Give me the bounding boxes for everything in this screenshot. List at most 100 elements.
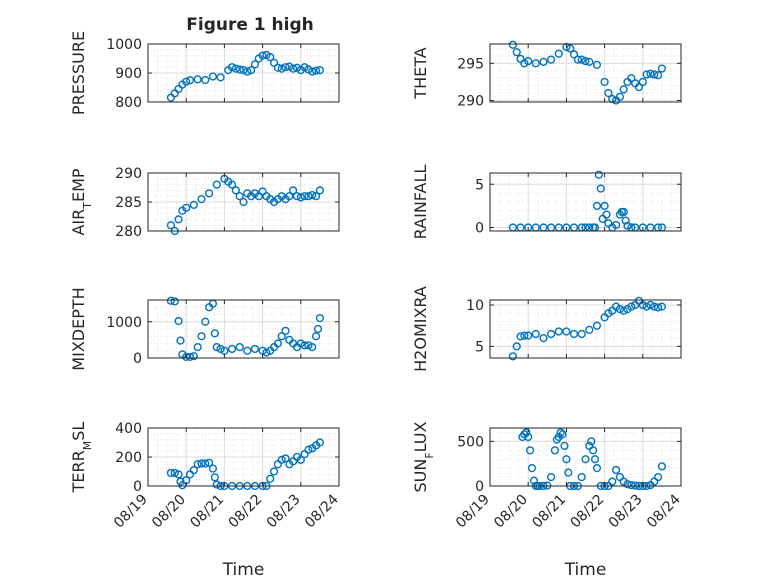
data-point: [266, 52, 275, 62]
data-point: [566, 44, 575, 53]
data-point: [166, 296, 176, 305]
data-point: [227, 344, 237, 354]
data-point: [560, 441, 569, 450]
data-point: [611, 220, 621, 230]
data-point: [277, 332, 286, 341]
data-point: [611, 465, 621, 475]
y-tick-label: 5: [475, 339, 484, 355]
data-point: [564, 468, 573, 477]
panel-air-temp: 280 285 290 AIRTEMP: [69, 166, 340, 240]
data-point: [189, 465, 198, 475]
x-tick-label: 08/24: [644, 491, 684, 531]
data-point: [258, 51, 267, 60]
x-tick-label: 08/20: [149, 492, 189, 532]
data-point: [539, 57, 548, 66]
data-point: [235, 192, 244, 201]
data-point: [304, 341, 313, 350]
data-point: [250, 60, 260, 69]
data-point: [619, 85, 628, 94]
data-point: [539, 334, 548, 343]
x-tick-label: 08/20: [491, 492, 531, 532]
data-point: [296, 455, 305, 465]
label-suffix: EMP: [69, 168, 88, 202]
data-point: [197, 459, 206, 468]
label-suffix: SL: [69, 422, 88, 441]
data-point: [604, 88, 613, 98]
data-point: [216, 344, 225, 354]
data-point: [231, 186, 240, 195]
x-tick-label: 08/24: [302, 491, 342, 531]
axes-box: [489, 427, 682, 487]
data-point: [296, 193, 305, 202]
data-point: [239, 197, 248, 207]
data-point: [205, 458, 214, 467]
data-point: [227, 180, 237, 189]
data-point: [585, 57, 594, 66]
y-tick-label: 5: [475, 177, 484, 193]
y-tick-label: 400: [115, 421, 142, 437]
y-tick-label: 800: [115, 95, 142, 111]
y-axis-label: AIRTEMP: [69, 168, 94, 235]
panel-rainfall: 0 5 RAINFALL: [411, 165, 682, 239]
y-tick-label: 290: [457, 94, 484, 110]
data-point: [182, 203, 191, 212]
data-point: [289, 186, 298, 195]
label-subscript: M: [81, 441, 94, 451]
panel-mixdepth: 0 1000 MIXDEPTH: [69, 287, 340, 371]
y-tick-label: 290: [115, 166, 142, 182]
x-tick-label: 08/19: [453, 492, 493, 532]
x-tick-label: 08/21: [529, 492, 569, 532]
data-point: [562, 327, 571, 336]
y-tick-label: 0: [475, 221, 484, 237]
data-point: [531, 329, 540, 339]
data-point: [182, 352, 191, 362]
axes-box: [489, 43, 682, 103]
x-tick-label: 08/23: [264, 492, 304, 532]
data-point: [201, 459, 210, 468]
data-point: [653, 71, 663, 80]
data-point: [592, 201, 602, 210]
y-axis-label: MIXDEPTH: [69, 287, 88, 370]
data-point: [201, 75, 210, 85]
data-point: [608, 477, 617, 486]
data-point: [592, 60, 602, 69]
data-point: [174, 215, 183, 224]
data-point: [262, 348, 271, 357]
data-point: [627, 302, 636, 311]
data-point: [182, 77, 191, 86]
data-point: [227, 63, 237, 72]
data-point: [524, 57, 533, 66]
data-point: [189, 200, 198, 210]
data-point: [197, 195, 206, 204]
y-tick-label: 295: [457, 56, 484, 72]
data-point: [311, 66, 321, 75]
y-tick-label: 1000: [106, 315, 142, 331]
data-point: [550, 446, 560, 455]
data-point: [300, 192, 309, 201]
data-point: [508, 40, 518, 49]
y-axis-label: TERRMSL: [69, 422, 94, 494]
data-point: [176, 336, 185, 345]
data-point: [529, 476, 539, 485]
y-tick-label: 280: [115, 224, 142, 240]
x-tick-label: 08/22: [568, 492, 608, 532]
data-point: [170, 468, 179, 478]
x-tick-label: 08/22: [226, 492, 266, 532]
data-point: [212, 343, 221, 352]
data-point: [621, 216, 630, 225]
data-point: [638, 77, 647, 87]
data-point: [577, 472, 586, 482]
data-point: [512, 48, 521, 57]
data-point: [304, 192, 313, 201]
data-point: [308, 190, 317, 200]
data-point: [646, 300, 655, 310]
axes-box: [489, 172, 682, 232]
data-point: [231, 64, 240, 73]
data-point: [311, 192, 321, 201]
data-point: [313, 324, 323, 334]
data-point: [556, 428, 565, 437]
panel-theta: 290 295 THETA: [411, 40, 682, 110]
data-point: [212, 180, 221, 189]
data-point: [315, 314, 325, 323]
data-point: [634, 83, 644, 92]
